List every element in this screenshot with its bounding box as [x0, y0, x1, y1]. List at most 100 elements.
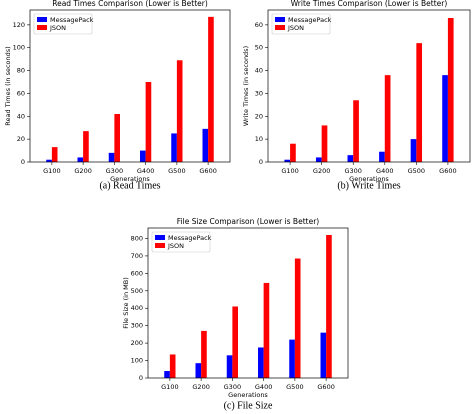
bar — [416, 43, 423, 163]
bar — [321, 125, 328, 162]
bar — [232, 306, 238, 378]
bar — [108, 152, 115, 162]
y-tick-label: 120 — [13, 21, 25, 29]
chart-title: Read Times Comparison (Lower is Better) — [52, 0, 208, 8]
y-tick-label: 40 — [255, 67, 263, 75]
bar — [410, 139, 417, 162]
legend-label: MessagePack — [288, 16, 332, 24]
x-axis-label: Generations — [228, 391, 268, 399]
bar — [320, 332, 327, 378]
y-axis-label: File Size (in MB) — [122, 277, 130, 328]
legend-swatch — [155, 235, 165, 240]
bar — [290, 143, 296, 162]
legend-swatch — [37, 25, 47, 30]
legend-swatch — [155, 243, 165, 248]
x-tick-label: G400 — [137, 167, 154, 175]
y-tick-label: 50 — [255, 44, 263, 52]
bar — [77, 157, 84, 162]
y-tick-label: 100 — [13, 44, 25, 52]
bar — [263, 282, 270, 378]
chart-title: Write Times Comparison (Lower is Better) — [291, 0, 448, 8]
bar — [169, 354, 176, 378]
caption: (a) Read Times — [99, 180, 160, 191]
x-tick-label: G100 — [43, 167, 60, 175]
y-tick-label: 20 — [17, 135, 25, 143]
y-tick-label: 300 — [131, 322, 143, 330]
bar — [171, 133, 177, 162]
x-tick-label: G600 — [317, 383, 334, 391]
bar — [114, 114, 120, 162]
y-tick-label: 0 — [259, 158, 263, 166]
y-tick-label: 800 — [131, 234, 143, 242]
x-tick-label: G600 — [439, 167, 456, 175]
y-tick-label: 30 — [255, 89, 263, 97]
y-tick-label: 600 — [131, 269, 143, 277]
legend-label: JSON — [167, 242, 184, 250]
x-tick-label: G100 — [161, 383, 178, 391]
legend-box — [33, 13, 93, 35]
x-tick-label: G500 — [168, 167, 185, 175]
legend-label: JSON — [287, 24, 304, 32]
legend-swatch — [275, 17, 285, 22]
bar — [226, 355, 233, 378]
legend-swatch — [275, 25, 285, 30]
bar — [289, 339, 295, 378]
y-tick-label: 500 — [131, 287, 143, 295]
bar — [284, 159, 291, 162]
x-tick-label: G200 — [192, 383, 209, 391]
bar — [294, 258, 301, 378]
y-axis-label: Write Times (in seconds) — [242, 46, 250, 126]
x-axis-label: Generations — [349, 175, 389, 183]
bar — [145, 82, 152, 162]
y-tick-label: 200 — [131, 339, 143, 347]
y-tick-label: 0 — [139, 374, 143, 382]
legend-label: JSON — [49, 24, 66, 32]
bar — [208, 16, 214, 162]
bar — [176, 60, 183, 162]
caption: (b) Write Times — [337, 180, 400, 191]
x-tick-label: G300 — [344, 167, 361, 175]
x-tick-label: G200 — [313, 167, 330, 175]
x-tick-label: G400 — [376, 167, 393, 175]
x-axis-label: Generations — [110, 175, 150, 183]
bar — [258, 347, 264, 378]
legend-swatch — [37, 17, 47, 22]
y-tick-label: 40 — [17, 112, 25, 120]
bar — [347, 155, 354, 162]
bar — [83, 131, 89, 162]
bar — [202, 128, 209, 162]
bar — [140, 150, 146, 162]
plot-frame — [267, 9, 471, 163]
bar — [164, 371, 170, 378]
bar — [447, 18, 454, 162]
y-tick-label: 400 — [131, 304, 143, 312]
bar — [326, 234, 332, 378]
x-tick-label: G500 — [286, 383, 303, 391]
caption: (c) File Size — [224, 400, 273, 411]
legend-label: MessagePack — [168, 234, 212, 242]
y-tick-label: 60 — [17, 89, 25, 97]
y-tick-label: 10 — [255, 135, 263, 143]
legend-box — [271, 13, 331, 35]
y-axis-label: Read Times (in seconds) — [4, 46, 12, 125]
x-tick-label: G300 — [106, 167, 123, 175]
bar — [353, 100, 359, 162]
bar — [384, 75, 391, 162]
y-tick-label: 20 — [255, 112, 263, 120]
x-tick-label: G100 — [281, 167, 298, 175]
bar — [442, 75, 448, 162]
bar — [195, 363, 202, 378]
bar — [51, 147, 58, 162]
y-tick-label: 80 — [17, 67, 25, 75]
bar — [201, 330, 207, 378]
x-tick-label: G600 — [199, 167, 216, 175]
legend-box — [151, 231, 211, 253]
bar — [46, 159, 52, 162]
bar — [315, 157, 322, 162]
y-tick-label: 700 — [131, 252, 143, 260]
x-tick-label: G400 — [255, 383, 272, 391]
legend-label: MessagePack — [50, 16, 94, 24]
x-tick-label: G300 — [224, 383, 241, 391]
y-tick-label: 60 — [255, 21, 263, 29]
